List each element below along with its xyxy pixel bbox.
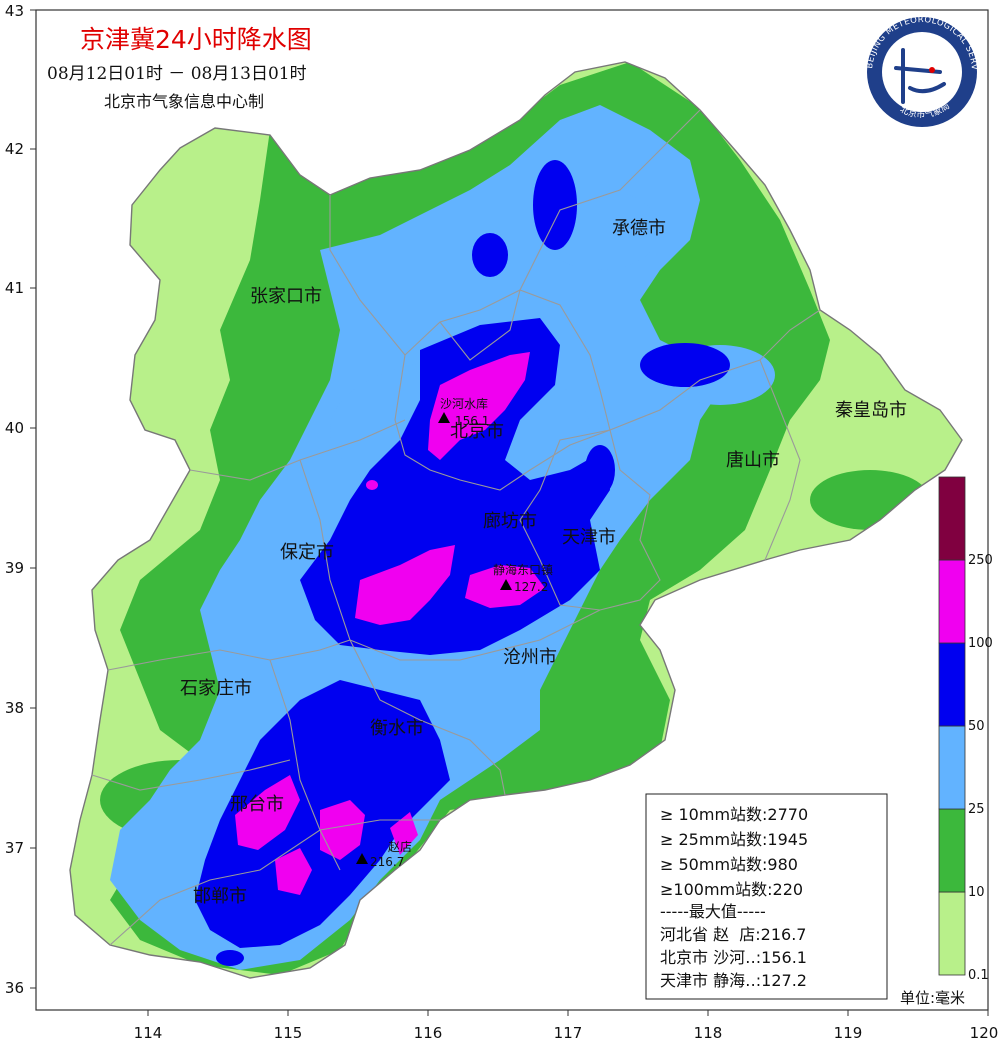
city-label-qinhuangdao: 秦皇岛市 [835, 400, 907, 421]
city-label-shijiazhuang: 石家庄市 [180, 678, 252, 699]
x-tick-label: 115 [274, 1024, 303, 1042]
max-station-shahe: 沙河水库 156.1 [438, 396, 489, 428]
map-title: 京津冀24小时降水图 [80, 25, 312, 54]
stats-max-row: 天津市 静海‥:127.2 [660, 971, 807, 990]
legend-swatch [938, 891, 966, 976]
axis-ticks [30, 9, 989, 1016]
y-tick-label: 38 [5, 699, 24, 717]
legend-swatch [938, 559, 966, 644]
station-marker-icon [438, 412, 450, 423]
legend-label: 100 [968, 636, 993, 651]
city-label-zhangjiakou: 张家口市 [250, 286, 322, 307]
station-name: 静海东口镇 [493, 562, 553, 577]
y-tick-label: 43 [5, 2, 24, 20]
y-tick-label: 41 [5, 279, 24, 297]
y-tick-label: 39 [5, 559, 24, 577]
x-tick-label: 114 [134, 1024, 163, 1042]
city-label-beijing: 北京市 [450, 421, 504, 442]
station-marker-icon [500, 579, 512, 590]
legend-unit: 单位:毫米 [900, 989, 965, 1007]
legend-labels: 0.1 10 25 50 100 250 [968, 553, 993, 983]
y-tick-label: 42 [5, 140, 24, 158]
stats-count-100mm: ≥100mm站数:220 [660, 880, 803, 899]
max-station-jinghai: 静海东口镇 127.2 [493, 562, 553, 594]
y-tick-label: 37 [5, 839, 24, 857]
station-stats-box: ≥ 10mm站数:2770 ≥ 25mm站数:1945 ≥ 50mm站数:980… [645, 793, 888, 1000]
x-tick-label: 117 [554, 1024, 583, 1042]
legend-swatch [938, 808, 966, 893]
city-label-chengde: 承德市 [612, 218, 666, 239]
legend-label: 0.1 [968, 968, 989, 983]
legend-swatch [938, 476, 966, 561]
province-boundaries [69, 61, 963, 979]
stats-max-row: 河北省 赵 店:216.7 [660, 925, 806, 944]
legend-label: 250 [968, 553, 993, 568]
stats-count-50mm: ≥ 50mm站数:980 [660, 855, 798, 874]
station-name: 沙河水库 [440, 396, 488, 411]
station-value: 127.2 [514, 580, 548, 594]
city-label-xingtai: 邢台市 [230, 794, 284, 815]
legend-color-bar [938, 476, 966, 976]
city-label-tangshan: 唐山市 [726, 450, 780, 471]
producer-label: 北京市气象信息中心制 [104, 92, 264, 111]
legend-swatch [938, 642, 966, 727]
station-name: 赵店 [388, 840, 412, 854]
legend-label: 50 [968, 719, 985, 734]
station-value: 156.1 [455, 414, 489, 428]
x-tick-label: 116 [414, 1024, 443, 1042]
y-tick-label: 40 [5, 419, 24, 437]
time-period: 08月12日01时 － 08月13日01时 [47, 64, 307, 84]
y-tick-label: 36 [5, 979, 24, 997]
legend-swatch [938, 725, 966, 810]
city-label-hengshui: 衡水市 [370, 718, 424, 739]
city-label-baoding: 保定市 [280, 542, 334, 563]
x-tick-label: 118 [694, 1024, 723, 1042]
city-label-langfang: 廊坊市 [483, 511, 537, 532]
max-station-zhaodian: 赵店 216.7 [356, 840, 412, 869]
stats-count-10mm: ≥ 10mm站数:2770 [660, 805, 808, 824]
city-label-tianjin: 天津市 [562, 527, 616, 548]
legend-label: 25 [968, 802, 985, 817]
x-tick-label: 120 [970, 1024, 999, 1042]
city-label-handan: 邯郸市 [193, 886, 247, 907]
legend-label: 10 [968, 885, 985, 900]
stats-max-header: -----最大值----- [660, 902, 766, 921]
station-marker-icon [356, 853, 368, 864]
stats-max-row: 北京市 沙河‥:156.1 [660, 948, 807, 967]
city-label-cangzhou: 沧州市 [503, 647, 557, 668]
stats-count-25mm: ≥ 25mm站数:1945 [660, 830, 808, 849]
station-value: 216.7 [370, 855, 404, 869]
x-tick-label: 119 [834, 1024, 863, 1042]
